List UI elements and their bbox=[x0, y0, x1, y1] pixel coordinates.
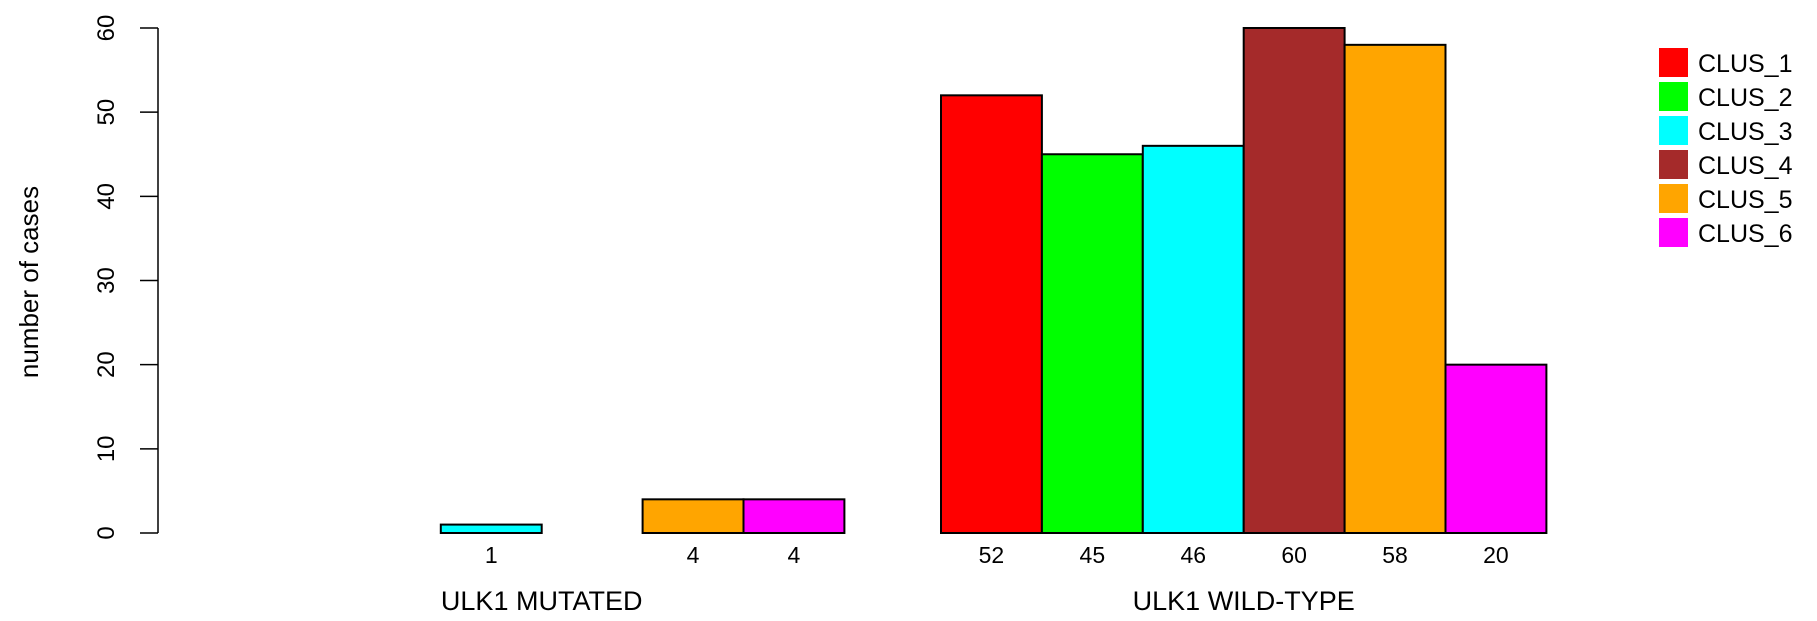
bar-clus-4-group-2 bbox=[1242, 27, 1346, 534]
bar-clus-6-group-1 bbox=[742, 498, 846, 535]
y-tick-label: 0 bbox=[93, 526, 120, 539]
group-label: ULK1 MUTATED bbox=[441, 586, 643, 616]
y-tick-label: 40 bbox=[93, 183, 120, 210]
bar-value-label: 4 bbox=[788, 542, 801, 568]
legend-swatch bbox=[1659, 184, 1688, 213]
legend-label: CLUS_6 bbox=[1698, 220, 1793, 248]
bar-value-label: 4 bbox=[687, 542, 700, 568]
y-axis-label: number of cases bbox=[14, 186, 44, 378]
y-tick-label: 10 bbox=[93, 435, 120, 462]
y-tick-label: 20 bbox=[93, 351, 120, 378]
bar-clus-3-group-2 bbox=[1141, 144, 1245, 534]
group-labels: ULK1 MUTATED ULK1 WILD-TYPE bbox=[441, 586, 1355, 616]
bar-clus-3-group-1 bbox=[439, 523, 543, 534]
bar-clus-1-group-2 bbox=[940, 94, 1043, 534]
legend-label: CLUS_3 bbox=[1698, 118, 1793, 146]
y-tick-label: 30 bbox=[93, 267, 120, 294]
value-labels: 1 4 4 52 45 46 60 58 20 bbox=[485, 542, 1509, 568]
legend-label: CLUS_2 bbox=[1698, 84, 1793, 112]
bar-value-label: 52 bbox=[979, 542, 1005, 568]
bar-clus-5-group-2 bbox=[1343, 43, 1447, 534]
legend-swatch bbox=[1659, 116, 1688, 145]
legend-swatch bbox=[1659, 48, 1688, 77]
bar-clus-6-group-2 bbox=[1444, 363, 1548, 534]
bar-clus-5-group-1 bbox=[641, 498, 745, 535]
legend-label: CLUS_4 bbox=[1698, 152, 1793, 180]
y-tick-label: 60 bbox=[93, 15, 120, 42]
legend-label: CLUS_1 bbox=[1698, 50, 1793, 78]
group-label: ULK1 WILD-TYPE bbox=[1133, 586, 1355, 616]
legend: CLUS_1 CLUS_2 CLUS_3 CLUS_4 CLUS_5 CLUS_6 bbox=[1659, 48, 1793, 248]
bar-value-label: 1 bbox=[485, 542, 498, 568]
bar-value-label: 46 bbox=[1180, 542, 1206, 568]
bars bbox=[439, 27, 1548, 535]
legend-label: CLUS_5 bbox=[1698, 186, 1793, 214]
y-axis: 0 10 20 30 40 50 60 bbox=[93, 15, 159, 540]
bar-value-label: 60 bbox=[1281, 542, 1307, 568]
bar-clus-2-group-2 bbox=[1040, 153, 1144, 534]
bar-value-label: 20 bbox=[1483, 542, 1509, 568]
bar-value-label: 58 bbox=[1382, 542, 1408, 568]
legend-swatch bbox=[1659, 150, 1688, 179]
legend-swatch bbox=[1659, 82, 1688, 111]
bar-value-label: 45 bbox=[1080, 542, 1106, 568]
legend-swatch bbox=[1659, 218, 1688, 247]
y-tick-label: 50 bbox=[93, 99, 120, 126]
